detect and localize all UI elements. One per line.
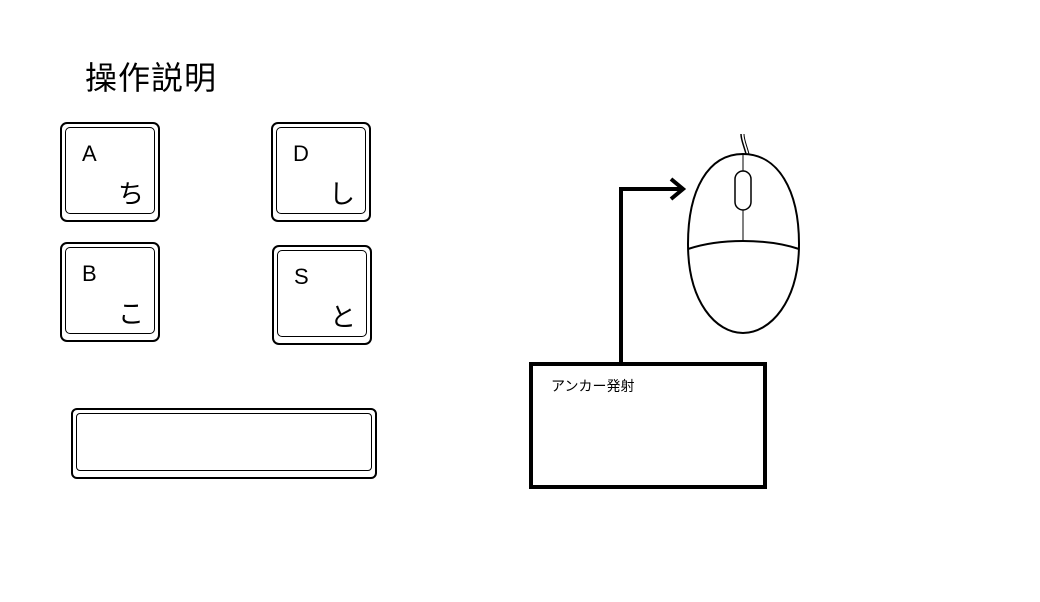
key-kana-label: こ <box>117 300 144 330</box>
keyboard-key-icon <box>65 247 155 334</box>
spacebar-key-icon <box>76 413 372 471</box>
key-latin-label: A <box>82 141 97 166</box>
keyboard-key-icon <box>276 127 366 214</box>
key-kana-label: と <box>329 303 356 333</box>
keyboard-key-icon <box>65 127 155 214</box>
key-kana-label: し <box>328 180 355 210</box>
arrow-right-icon <box>619 177 687 362</box>
page-title: 操作説明 <box>85 59 218 97</box>
spacebar-key <box>71 408 377 479</box>
key-s: S と <box>272 245 372 345</box>
key-a: A ち <box>60 122 160 222</box>
key-b: B こ <box>60 242 160 342</box>
key-latin-label: S <box>294 264 309 289</box>
key-latin-label: D <box>293 141 309 166</box>
key-d: D し <box>271 122 371 222</box>
key-latin-label: B <box>82 261 97 286</box>
mouse-icon <box>686 133 801 335</box>
key-kana-label: ち <box>117 180 144 210</box>
mouse-action-box: アンカー発射 <box>529 362 767 489</box>
keyboard-key-icon <box>277 250 367 337</box>
mouse-action-label: アンカー発射 <box>551 379 635 395</box>
